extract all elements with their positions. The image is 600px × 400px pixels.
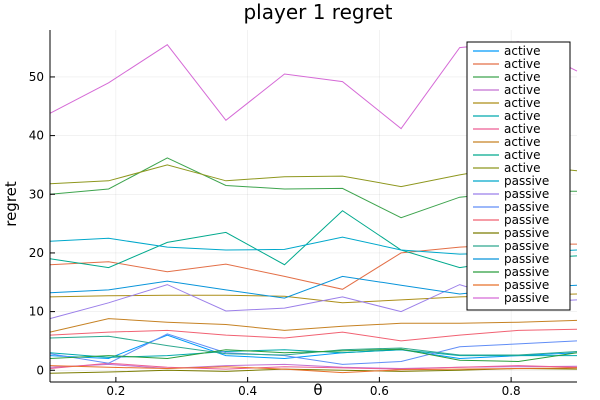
- legend-label: active: [504, 83, 540, 97]
- series-line-passive: [49, 328, 578, 342]
- x-axis-title: θ: [313, 381, 322, 399]
- legend-label: passive: [504, 265, 549, 279]
- legend-label: active: [504, 148, 540, 162]
- legend-box: [466, 41, 571, 311]
- y-tick-label: 20: [29, 246, 44, 260]
- series-line-active: [49, 363, 578, 370]
- x-tick-label: 0.2: [106, 384, 125, 398]
- legend-label: passive: [504, 213, 549, 227]
- legend-label: passive: [504, 226, 549, 240]
- series-line-active: [49, 362, 578, 370]
- y-axis-title: regret: [2, 181, 20, 227]
- legend-label: active: [504, 70, 540, 84]
- series-line-active: [49, 318, 578, 333]
- legend-label: passive: [504, 239, 549, 253]
- legend-label: active: [504, 161, 540, 175]
- x-tick-label: 0.4: [238, 384, 257, 398]
- legend-label: passive: [504, 174, 549, 188]
- y-tick-label: 30: [29, 187, 44, 201]
- legend-label: passive: [504, 252, 549, 266]
- x-tick-label: 0.6: [370, 384, 389, 398]
- series-line-passive: [49, 367, 578, 374]
- legend-label: active: [504, 109, 540, 123]
- y-tick-label: 10: [29, 305, 44, 319]
- legend: activeactiveactiveactiveactiveactiveacti…: [466, 41, 571, 311]
- series-line-passive: [49, 348, 578, 363]
- legend-label: passive: [504, 187, 549, 201]
- axes: [49, 30, 577, 383]
- x-tick-label: 0.8: [502, 384, 521, 398]
- y-tick-label: 50: [29, 70, 44, 84]
- y-tick-label: 0: [36, 363, 44, 377]
- series-line-passive: [49, 335, 578, 356]
- legend-label: active: [504, 57, 540, 71]
- legend-label: passive: [504, 291, 549, 305]
- legend-label: passive: [504, 278, 549, 292]
- chart-title: player 1 regret: [243, 0, 392, 24]
- y-ticks: 0 10 20 30 40 50: [29, 70, 55, 377]
- y-tick-label: 40: [29, 129, 44, 143]
- legend-label: passive: [504, 200, 549, 214]
- series-line-passive: [49, 333, 578, 365]
- legend-label: active: [504, 44, 540, 58]
- legend-label: active: [504, 96, 540, 110]
- series-line-passive: [49, 365, 578, 374]
- series-line-active: [49, 349, 577, 358]
- x-ticks: 0.2 0.4 0.6 0.8: [106, 377, 521, 398]
- legend-label: active: [504, 122, 540, 136]
- series-line-active: [49, 334, 578, 360]
- legend-label: active: [504, 135, 540, 149]
